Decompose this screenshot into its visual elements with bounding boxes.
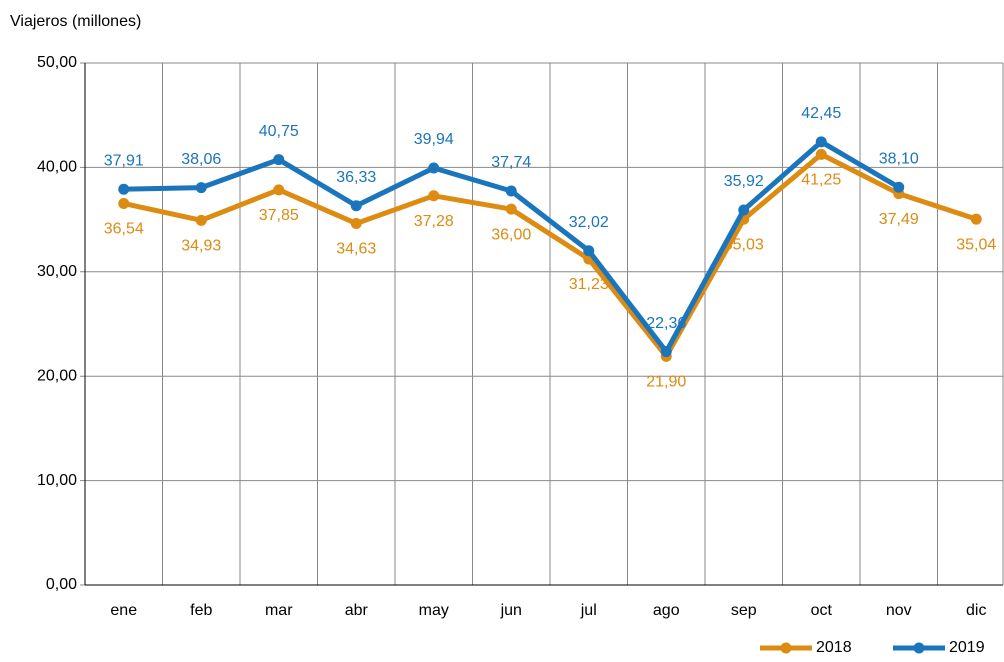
- data-label: 37,49: [879, 211, 919, 228]
- y-tick-label: 30,00: [37, 263, 77, 280]
- point: [505, 185, 517, 197]
- data-label: 35,04: [956, 236, 996, 253]
- y-tick-label: 40,00: [37, 159, 77, 176]
- point: [118, 198, 130, 210]
- x-tick-label: nov: [886, 602, 912, 619]
- data-label: 34,93: [181, 238, 221, 255]
- x-tick-label: ene: [110, 602, 137, 619]
- data-label: 37,85: [259, 207, 299, 224]
- point: [970, 213, 982, 225]
- y-tick-label: 50,00: [37, 54, 77, 71]
- data-label: 32,02: [569, 214, 609, 231]
- point: [273, 184, 285, 196]
- series-line: [123, 151, 978, 359]
- point: [583, 245, 595, 257]
- point: [350, 217, 362, 229]
- point: [893, 181, 905, 193]
- point: [815, 148, 827, 160]
- y-axis-label: Viajeros (millones): [10, 13, 141, 30]
- point: [350, 200, 362, 212]
- data-label: 21,90: [646, 374, 686, 391]
- data-label: 22,36: [646, 315, 686, 332]
- x-tick-label: may: [419, 602, 449, 619]
- x-tick-label: abr: [345, 602, 369, 619]
- data-label: 35,03: [724, 237, 764, 254]
- y-tick-label: 20,00: [37, 367, 77, 384]
- data-label: 39,94: [414, 131, 454, 148]
- data-label: 40,75: [259, 123, 299, 140]
- legend-label: 2018: [816, 639, 852, 656]
- x-tick-label: ago: [653, 602, 680, 619]
- legend-label: 2019: [949, 639, 985, 656]
- point: [118, 183, 130, 195]
- data-label: 36,00: [491, 226, 531, 243]
- point: [428, 162, 440, 174]
- data-label: 42,45: [801, 105, 841, 122]
- point: [660, 346, 672, 358]
- y-tick-label: 10,00: [37, 472, 77, 489]
- data-label: 36,54: [104, 221, 144, 238]
- x-tick-label: dic: [966, 602, 986, 619]
- x-tick-label: oct: [811, 602, 833, 619]
- legend-marker: [913, 642, 925, 654]
- legend-marker: [780, 642, 792, 654]
- data-label: 37,28: [414, 213, 454, 230]
- point: [195, 214, 207, 226]
- x-tick-label: sep: [731, 602, 757, 619]
- data-label: 36,33: [336, 169, 376, 186]
- data-label: 41,25: [801, 172, 841, 189]
- point: [428, 190, 440, 202]
- x-tick-label: feb: [190, 602, 212, 619]
- y-tick-label: 0,00: [46, 576, 77, 593]
- data-label: 34,63: [336, 241, 376, 258]
- data-label: 37,74: [491, 154, 531, 171]
- point: [505, 203, 517, 215]
- x-tick-label: jun: [500, 602, 522, 619]
- x-tick-label: mar: [265, 602, 293, 619]
- data-label: 31,23: [569, 276, 609, 293]
- data-label: 38,06: [181, 151, 221, 168]
- x-tick-label: jul: [580, 602, 597, 619]
- point: [738, 204, 750, 216]
- point: [273, 154, 285, 166]
- data-label: 37,91: [104, 152, 144, 169]
- data-label: 35,92: [724, 173, 764, 190]
- point: [815, 136, 827, 148]
- data-label: 38,10: [879, 150, 919, 167]
- point: [195, 182, 207, 194]
